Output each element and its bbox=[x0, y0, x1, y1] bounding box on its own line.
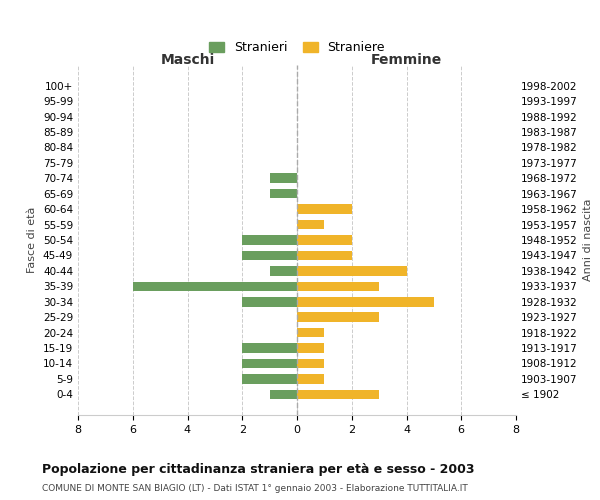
Bar bbox=[297, 297, 434, 306]
Y-axis label: Anni di nascita: Anni di nascita bbox=[583, 198, 593, 281]
Bar bbox=[242, 297, 297, 306]
Bar bbox=[133, 282, 297, 291]
Bar bbox=[297, 235, 352, 245]
Bar bbox=[242, 250, 297, 260]
Bar bbox=[242, 343, 297, 353]
Bar bbox=[242, 235, 297, 245]
Bar bbox=[297, 358, 325, 368]
Text: Femmine: Femmine bbox=[371, 53, 442, 67]
Bar bbox=[297, 390, 379, 399]
Bar bbox=[297, 374, 325, 384]
Bar bbox=[297, 328, 325, 338]
Legend: Stranieri, Straniere: Stranieri, Straniere bbox=[204, 36, 390, 59]
Bar bbox=[269, 174, 297, 183]
Bar bbox=[242, 358, 297, 368]
Bar bbox=[297, 220, 325, 230]
Bar bbox=[297, 250, 352, 260]
Bar bbox=[297, 312, 379, 322]
Bar bbox=[297, 266, 407, 276]
Bar bbox=[269, 266, 297, 276]
Bar bbox=[297, 282, 379, 291]
Y-axis label: Fasce di età: Fasce di età bbox=[28, 207, 37, 273]
Text: COMUNE DI MONTE SAN BIAGIO (LT) - Dati ISTAT 1° gennaio 2003 - Elaborazione TUTT: COMUNE DI MONTE SAN BIAGIO (LT) - Dati I… bbox=[42, 484, 468, 493]
Bar bbox=[269, 390, 297, 399]
Bar bbox=[242, 374, 297, 384]
Bar bbox=[269, 189, 297, 198]
Text: Maschi: Maschi bbox=[160, 53, 215, 67]
Text: Popolazione per cittadinanza straniera per età e sesso - 2003: Popolazione per cittadinanza straniera p… bbox=[42, 462, 475, 475]
Bar bbox=[297, 204, 352, 214]
Bar bbox=[297, 343, 325, 353]
